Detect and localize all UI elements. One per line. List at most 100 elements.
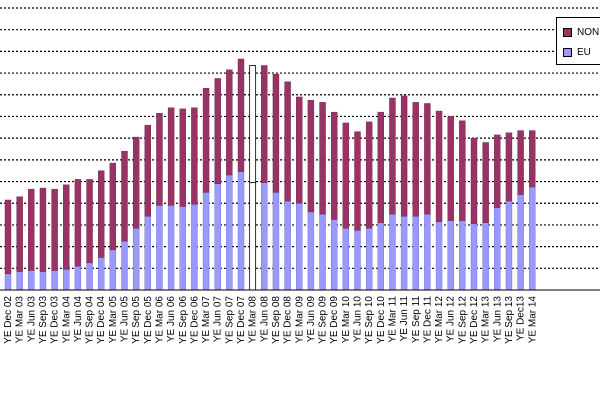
bar-non xyxy=(121,150,128,242)
bar-eu xyxy=(424,213,431,291)
bar-eu xyxy=(97,257,105,291)
x-tick-label: YE Sep 09 xyxy=(318,296,329,344)
x-tick-label: YE Jun 06 xyxy=(166,296,177,343)
bar-eu xyxy=(261,182,268,291)
bar-eu xyxy=(342,227,350,291)
bar-non xyxy=(214,78,221,184)
legend-swatch-eu xyxy=(563,47,572,57)
bar-eu xyxy=(226,174,233,291)
bar-eu xyxy=(214,183,221,291)
bar-non xyxy=(470,137,478,225)
bar-non xyxy=(237,58,245,172)
legend: NON EU xyxy=(556,17,600,65)
x-tick-label: YE Dec 03 xyxy=(50,296,61,344)
bar-eu xyxy=(494,207,501,291)
x-tick-label: YE Mar 11 xyxy=(387,296,398,343)
x-tick-label: YE Sep 06 xyxy=(178,296,189,344)
x-tick-label: YE Dec 07 xyxy=(236,296,247,344)
bar-non xyxy=(517,130,524,195)
bar-non xyxy=(435,110,443,222)
bar-eu xyxy=(4,273,12,291)
x-tick-label: YE Sep 08 xyxy=(271,296,282,344)
bar-non xyxy=(272,73,280,193)
bar-non xyxy=(505,132,513,202)
x-tick-label: YE Mar 14 xyxy=(527,296,538,344)
bar-non xyxy=(447,116,454,221)
bar-non xyxy=(63,184,70,270)
bar-non xyxy=(156,113,163,206)
x-tick-label: YE Jun 03 xyxy=(26,296,37,343)
bar-eu xyxy=(179,206,186,291)
bar-eu xyxy=(284,200,291,291)
bar-eu xyxy=(28,270,35,291)
bar-eu xyxy=(377,222,384,291)
bar-eu xyxy=(191,204,198,291)
bar-non xyxy=(459,120,466,221)
x-tick-label: YE Sep 11 xyxy=(411,296,422,344)
bar-non xyxy=(39,187,47,272)
bar-eu xyxy=(412,216,419,291)
bar-non xyxy=(4,199,12,274)
x-axis-labels: YE Dec 02 YE Mar 03 YE Jun 03 YE Sep 03 YE D… xyxy=(3,296,538,344)
x-tick-label: YE Jun 09 xyxy=(306,296,317,343)
bar-eu xyxy=(307,211,315,291)
bar-non xyxy=(354,131,361,231)
legend-label-non: NON xyxy=(577,26,600,38)
x-tick-label: YE Jun 05 xyxy=(120,296,131,343)
bar-eu xyxy=(296,203,303,291)
x-tick-label: YE Mar 10 xyxy=(341,296,352,344)
x-tick-label: YE Sep 04 xyxy=(85,296,96,344)
x-tick-label: YE Dec 06 xyxy=(189,296,200,344)
x-tick-label: YE Mar 08 xyxy=(248,296,259,344)
x-tick-label: YE Jun 13 xyxy=(492,296,503,343)
x-tick-label: YE Mar 12 xyxy=(434,296,445,344)
bar-non xyxy=(202,88,210,193)
x-tick-label: YE Mar 13 xyxy=(481,296,492,344)
bar-eu xyxy=(39,271,47,291)
legend-swatch-non xyxy=(563,27,572,37)
bar-eu xyxy=(517,194,524,291)
bar-eu xyxy=(51,270,58,291)
bar-non xyxy=(86,179,93,264)
bar-eu xyxy=(400,216,408,291)
x-tick-label: YE Sep 10 xyxy=(364,296,375,344)
x-tick-label: YE Jun 08 xyxy=(259,296,270,343)
legend-item-non: NON xyxy=(563,25,599,39)
bar-eu xyxy=(249,182,257,291)
bar-non xyxy=(132,136,140,229)
bar-non xyxy=(494,134,501,208)
bar-non xyxy=(261,65,268,183)
bar-non xyxy=(319,102,326,215)
bar-non xyxy=(97,170,105,258)
bar-non xyxy=(284,81,291,202)
bar-eu xyxy=(435,221,443,291)
x-tick-label: YE Dec 08 xyxy=(283,296,294,344)
legend-label-eu: EU xyxy=(577,46,591,58)
bar-non xyxy=(191,107,198,205)
x-tick-label: YE Mar 03 xyxy=(15,296,26,344)
bar-eu xyxy=(482,222,489,291)
x-tick-label: YE Dec 10 xyxy=(376,296,387,344)
legend-item-eu: EU xyxy=(563,45,591,59)
x-tick-label: YE Sep 05 xyxy=(131,296,142,344)
bar-eu xyxy=(529,186,536,291)
x-tick-label: YE Mar 04 xyxy=(61,296,72,344)
x-tick-label: YE Jun 04 xyxy=(73,296,84,343)
x-tick-label: YE Jun 12 xyxy=(446,296,457,343)
x-tick-label: YE Dec 12 xyxy=(469,296,480,344)
bar-non xyxy=(249,65,257,184)
x-tick-label: YE Sep 12 xyxy=(457,296,468,344)
x-tick-label: YE Jun 10 xyxy=(353,296,364,343)
bar-eu xyxy=(202,192,210,291)
bar-eu xyxy=(121,240,128,291)
bar-eu xyxy=(319,213,326,291)
bar-non xyxy=(167,107,175,206)
bar-non xyxy=(377,111,384,223)
bar-non xyxy=(226,69,233,176)
bar-eu xyxy=(109,249,117,291)
bar-eu xyxy=(144,216,152,291)
bar-non xyxy=(16,196,23,272)
bar-eu xyxy=(132,227,140,291)
x-tick-label: YE Sep 03 xyxy=(38,296,49,344)
